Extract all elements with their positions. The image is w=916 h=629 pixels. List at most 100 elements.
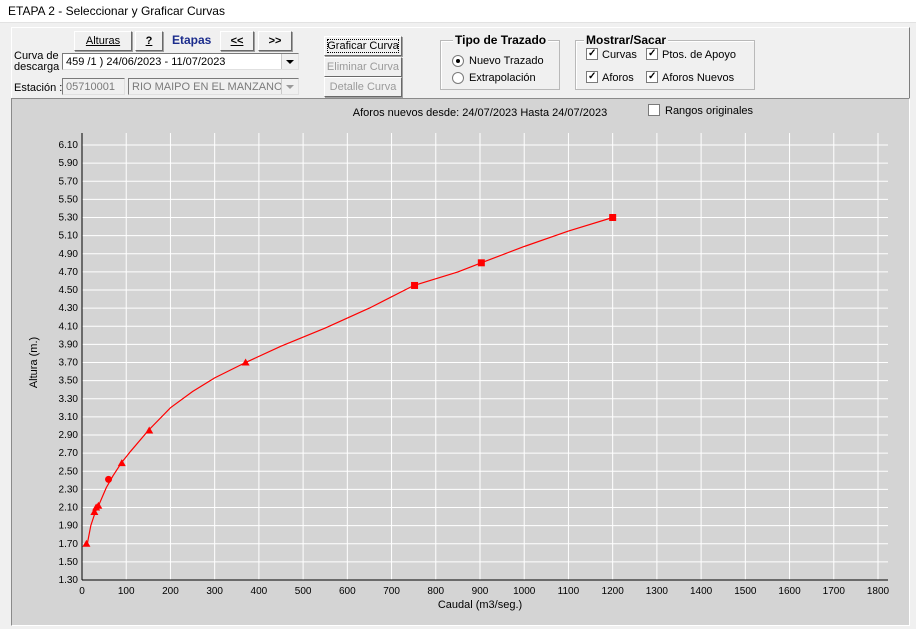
x-tick-label: 500 (295, 586, 312, 597)
aforo-triangle-point (117, 459, 126, 467)
nuevo-trazado-radio[interactable] (452, 55, 464, 67)
alturas-label: Alturas (85, 35, 121, 47)
y-tick-label: 1.70 (59, 539, 79, 550)
prev-label: << (230, 35, 244, 47)
x-axis-label: Caudal (m3/seg.) (438, 599, 522, 611)
tipo-trazado-title: Tipo de Trazado (453, 33, 549, 47)
alturas-button[interactable]: Alturas (74, 31, 132, 51)
y-axis-label: Altura (m.) (28, 337, 40, 388)
x-tick-label: 1100 (558, 586, 580, 597)
x-tick-label: 700 (383, 586, 400, 597)
y-tick-label: 5.30 (59, 213, 79, 224)
x-tick-label: 400 (251, 586, 268, 597)
extrapolacion-radio[interactable] (452, 72, 464, 84)
y-tick-label: 4.30 (59, 303, 79, 314)
y-tick-label: 4.50 (59, 285, 79, 296)
x-tick-label: 600 (339, 586, 356, 597)
rangos-originales-label: Rangos originales (665, 105, 754, 117)
next-button[interactable]: >> (258, 31, 292, 51)
y-tick-label: 3.70 (59, 358, 79, 369)
help-button[interactable]: ? (135, 31, 163, 51)
y-tick-label: 2.70 (59, 448, 79, 459)
graficar-curva-button[interactable]: Graficar Curva (324, 36, 402, 56)
curva-value: 459 /1 ) 24/06/2023 - 11/07/2023 (66, 56, 226, 68)
ptos-apoyo-checkbox[interactable] (646, 48, 658, 60)
extrapolacion-label: Extrapolación (469, 72, 536, 84)
y-tick-label: 3.50 (59, 376, 79, 387)
aforos-nuevos-checkbox[interactable] (646, 71, 658, 83)
y-tick-label: 5.90 (59, 158, 79, 169)
x-tick-label: 100 (118, 586, 135, 597)
y-tick-label: 3.30 (59, 394, 79, 405)
estacion-code-field: 05710001 (62, 78, 125, 95)
x-tick-label: 1200 (602, 586, 625, 597)
estacion-select: RIO MAIPO EN EL MANZANO (128, 78, 299, 95)
aforo-circle-point (105, 475, 113, 483)
x-tick-label: 200 (162, 586, 179, 597)
y-tick-label: 1.90 (59, 521, 79, 532)
chart-panel: Rangos originales 0 100 200 300 400 500 600 700… (11, 98, 910, 626)
nuevo-trazado-label: Nuevo Trazado (469, 55, 544, 67)
ptos-apoyo-label: Ptos. de Apoyo (662, 49, 736, 61)
y-tick-label: 5.70 (59, 176, 79, 187)
y-tick-label: 3.10 (59, 412, 79, 423)
curva-select[interactable]: 459 /1 ) 24/06/2023 - 11/07/2023 (62, 53, 299, 70)
x-tick-label: 1400 (690, 586, 713, 597)
y-tick-label: 2.30 (59, 484, 79, 495)
apoyo-square-point (411, 281, 419, 289)
y-tick-label: 4.70 (59, 267, 79, 278)
chevron-down-icon (281, 79, 298, 94)
y-tick-label: 4.10 (59, 321, 79, 332)
aforo-triangle-point (90, 508, 99, 516)
y-tick-label: 3.90 (59, 339, 79, 350)
mostrar-sacar-group: Mostrar/Sacar Curvas Ptos. de Apoyo Afor… (575, 33, 755, 90)
apoyo-square-point (609, 214, 617, 221)
aforo-triangle-point (82, 539, 91, 547)
estacion-label: Estación : (14, 82, 63, 94)
title-bar: ETAPA 2 - Seleccionar y Graficar Curvas (0, 0, 916, 23)
aforo-triangle-point (145, 426, 154, 434)
estacion-name: RIO MAIPO EN EL MANZANO (132, 81, 283, 93)
x-tick-label: 1700 (823, 586, 846, 597)
curvas-checkbox[interactable] (586, 48, 598, 60)
apoyo-square-point (477, 259, 485, 267)
x-tick-label: 1500 (734, 586, 757, 597)
x-tick-label: 300 (206, 586, 223, 597)
rangos-originales-checkbox[interactable] (648, 104, 660, 116)
next-label: >> (268, 35, 282, 47)
mostrar-sacar-title: Mostrar/Sacar (584, 33, 669, 47)
aforos-checkbox[interactable] (586, 71, 598, 83)
detalle-label: Detalle Curva (329, 81, 397, 93)
graficar-label: Graficar Curva (327, 40, 399, 52)
x-tick-label: 1300 (646, 586, 669, 597)
eliminar-label: Eliminar Curva (326, 61, 400, 73)
y-tick-label: 2.90 (59, 430, 79, 441)
aforo-triangle-point (94, 501, 103, 509)
curva-label-2: descarga (14, 61, 60, 73)
curvas-label: Curvas (602, 49, 637, 61)
window-title: ETAPA 2 - Seleccionar y Graficar Curvas (8, 4, 225, 18)
x-tick-label: 1600 (778, 586, 801, 597)
eliminar-curva-button: Eliminar Curva (324, 57, 402, 77)
aforos-label: Aforos (602, 72, 634, 84)
x-tick-label: 1000 (513, 586, 536, 597)
aforo-triangle-point (241, 358, 250, 366)
estacion-code: 05710001 (66, 81, 115, 93)
etapas-label: Etapas (172, 33, 212, 47)
y-tick-label: 5.50 (59, 194, 79, 205)
y-tick-label: 2.10 (59, 503, 79, 514)
prev-button[interactable]: << (220, 31, 254, 51)
tipo-trazado-group: Tipo de Trazado Nuevo Trazado Extrapolac… (440, 33, 560, 90)
x-tick-label: 800 (427, 586, 444, 597)
y-tick-label: 1.30 (59, 575, 79, 586)
discharge-chart: 0 100 200 300 400 500 600 700 800 900 1000 1100 1200… (28, 107, 890, 611)
y-tick-label: 4.90 (59, 249, 79, 260)
y-tick-label: 1.50 (59, 557, 79, 568)
y-tick-label: 5.10 (59, 231, 79, 242)
x-tick-label: 900 (472, 586, 489, 597)
curva-label-1: Curva de (14, 50, 59, 62)
help-label: ? (145, 35, 153, 47)
aforos-nuevos-label: Aforos Nuevos (662, 72, 735, 84)
x-tick-label: 1800 (867, 586, 890, 597)
chevron-down-icon[interactable] (281, 54, 298, 69)
